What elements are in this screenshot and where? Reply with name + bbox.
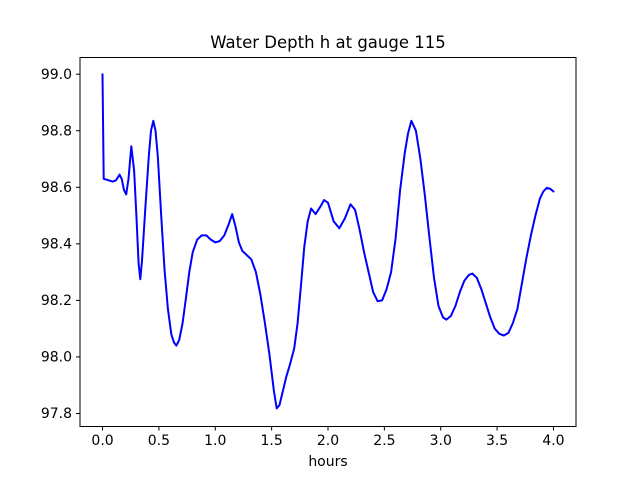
- y-tick-label: 98.6: [41, 180, 72, 196]
- x-tick-label: 2.5: [373, 433, 395, 449]
- y-tick-label: 98.0: [41, 350, 72, 366]
- y-axis: 97.8 98.0 98.2 98.4 98.6 98.8 99.0: [41, 67, 80, 422]
- x-tick-label: 3.5: [486, 433, 508, 449]
- y-tick-label: 98.2: [41, 293, 72, 309]
- y-tick-label: 98.8: [41, 123, 72, 139]
- data-line: [101, 73, 555, 410]
- y-tick-label: 99.0: [41, 67, 72, 83]
- x-axis-label: hours: [308, 454, 347, 470]
- chart-title: Water Depth h at gauge 115: [210, 33, 445, 52]
- x-tick-label: 3.0: [430, 433, 452, 449]
- x-tick-label: 1.5: [261, 433, 283, 449]
- y-tick-label: 98.4: [41, 237, 72, 253]
- x-tick-label: 2.0: [317, 433, 339, 449]
- x-axis: 0.0 0.5 1.0 1.5 2.0 2.5 3.0 3.5 4.0: [91, 426, 565, 449]
- y-tick-label: 97.8: [41, 406, 72, 422]
- x-tick-label: 4.0: [542, 433, 564, 449]
- x-tick-label: 0.0: [91, 433, 113, 449]
- x-tick-label: 1.0: [204, 433, 226, 449]
- x-tick-label: 0.5: [148, 433, 170, 449]
